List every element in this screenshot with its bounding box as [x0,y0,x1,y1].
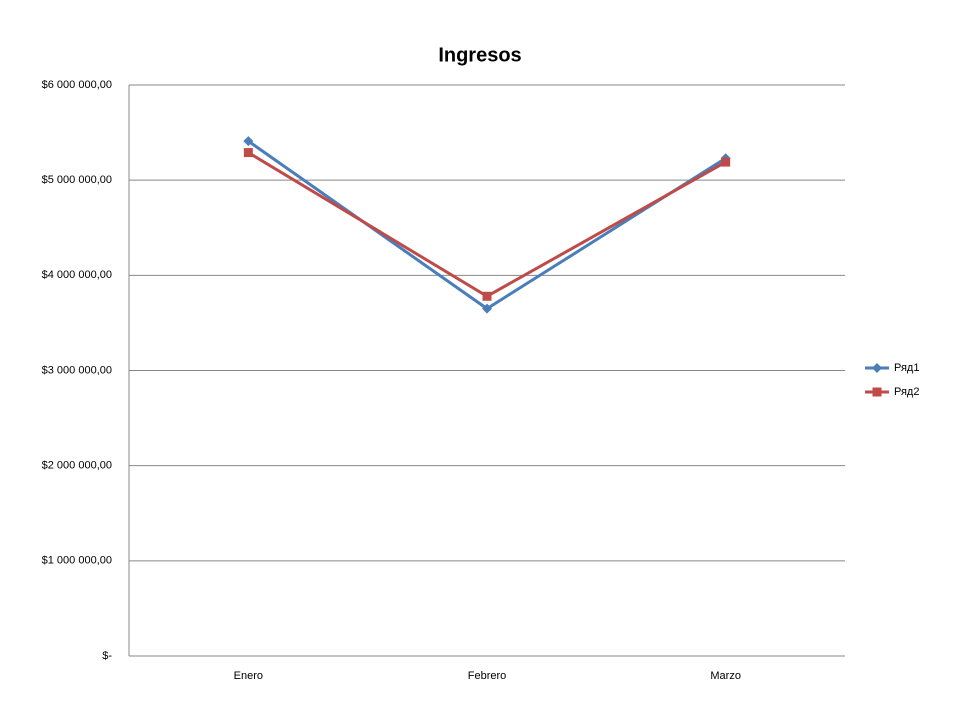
marker [482,303,492,314]
legend-label: Ряд1 [894,362,919,374]
y-tick-label: $4 000 000,00 [42,269,112,281]
legend-marker [872,387,882,397]
marker [482,291,492,301]
marker [243,148,253,158]
y-tick-label: $3 000 000,00 [42,364,112,376]
y-tick-label: $6 000 000,00 [42,79,112,91]
series-line [247,139,727,311]
series-line [247,151,727,299]
x-tick-label: Febrero [468,670,507,682]
x-tick-label: Enero [234,670,263,682]
marker [243,136,254,147]
legend-marker [872,363,882,373]
y-tick-label: $5 000 000,00 [42,174,112,186]
y-tick-label: $1 000 000,00 [42,555,112,567]
x-tick-label: Marzo [710,670,741,682]
y-tick-label: $2 000 000,00 [42,460,112,472]
y-tick-label: $- [102,650,112,662]
legend-label: Ряд2 [894,386,919,398]
chart-title: Ingresos [438,44,521,66]
marker [721,157,731,167]
